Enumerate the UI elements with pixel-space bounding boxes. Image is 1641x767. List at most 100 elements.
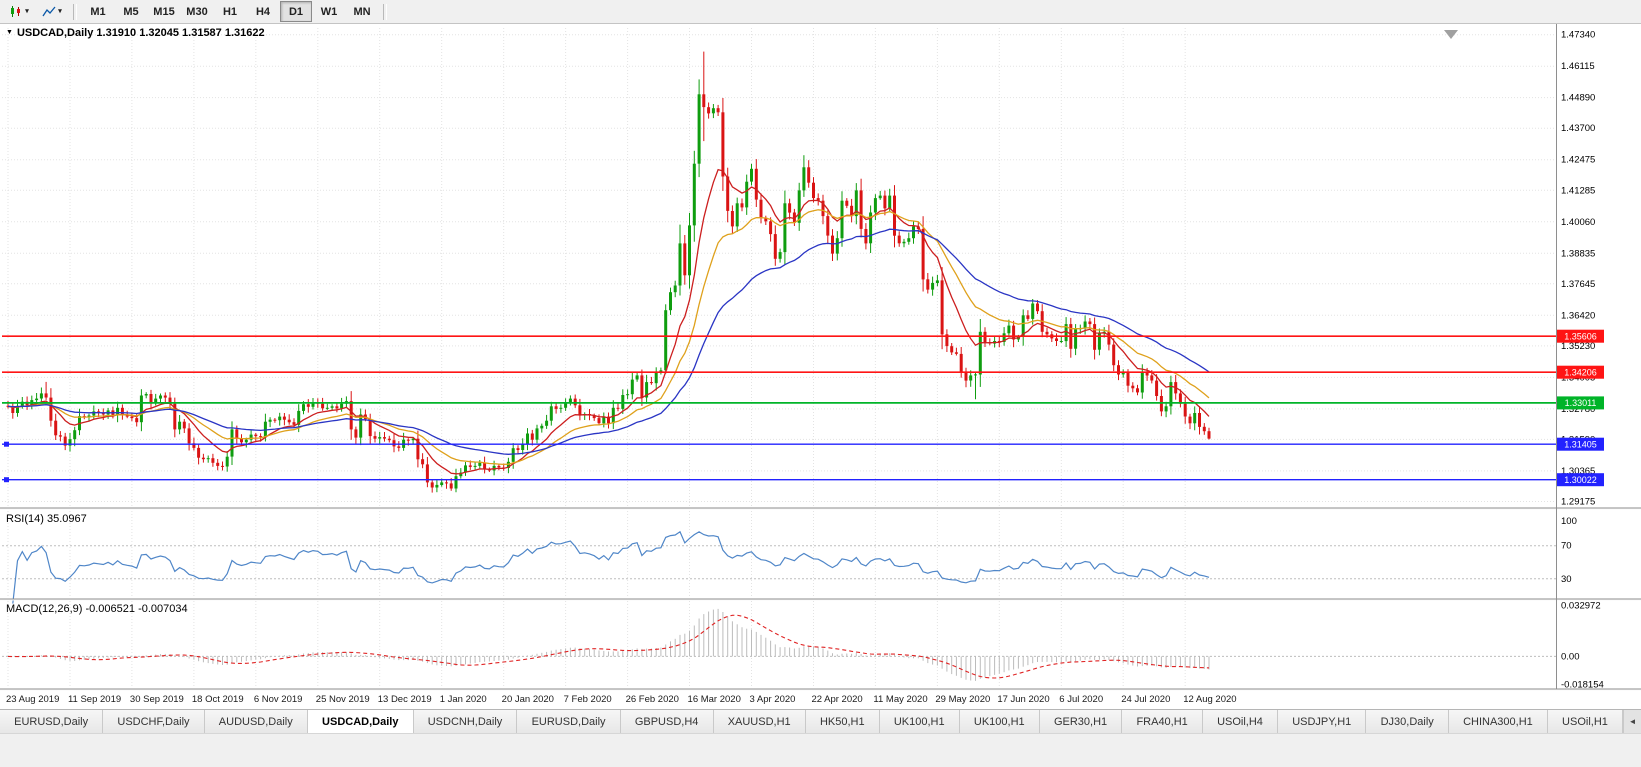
date-tick: 22 Apr 2020 [811, 694, 862, 705]
chart-tab-GBPUSD-H4[interactable]: GBPUSD,H4 [620, 710, 714, 733]
rsi-panel [2, 530, 1556, 604]
line-handle[interactable] [4, 477, 9, 483]
chart-tabs-bar: EURUSD,Daily USDCHF,Daily AUDUSD,Daily USDC… [0, 709, 1641, 733]
line-handle[interactable] [4, 441, 9, 447]
date-tick: 1 Jan 2020 [440, 694, 487, 705]
price-badge-1.33011: 1.33011 [1557, 396, 1604, 410]
chart-tools-button[interactable]: ▾ [36, 1, 68, 22]
toolbar-separator [73, 3, 77, 20]
date-tick: 25 Nov 2019 [316, 694, 370, 705]
macd-panel [2, 608, 1556, 681]
price-tick: 1.42475 [1561, 155, 1595, 166]
macd-signal-line [7, 614, 1210, 679]
chart-tab-EURUSD-Daily[interactable]: EURUSD,Daily [0, 710, 104, 733]
date-tick: 18 Oct 2019 [192, 694, 244, 705]
rsi-tick: 100 [1561, 516, 1577, 527]
chart-tab-USDCHF-Daily[interactable]: USDCHF,Daily [103, 710, 205, 733]
date-tick: 7 Feb 2020 [564, 694, 612, 705]
hline-support-1.30022[interactable] [2, 477, 1556, 483]
date-axis[interactable]: 23 Aug 2019 11 Sep 2019 30 Sep 2019 18 Oct … [6, 694, 1237, 705]
date-tick: 17 Jun 2020 [997, 694, 1049, 705]
chart-tab-CHINA300-H1[interactable]: CHINA300,H1 [1448, 710, 1548, 733]
date-tick: 11 May 2020 [873, 694, 927, 705]
price-tick: 1.40060 [1561, 217, 1595, 228]
rsi-tick: 70 [1561, 541, 1572, 552]
timeframe-M1-button[interactable]: M1 [90, 5, 106, 18]
macd-tick: 0.00 [1561, 651, 1580, 662]
price-tick: 1.35230 [1561, 341, 1595, 352]
tab-scroll-button[interactable]: ◄ [1623, 710, 1641, 733]
date-tick: 20 Jan 2020 [502, 694, 554, 705]
chart-tab-GER30-H1[interactable]: GER30,H1 [1039, 710, 1123, 733]
timeframe-M15-button[interactable]: M15 [153, 5, 175, 18]
date-tick: 6 Jul 2020 [1059, 694, 1103, 705]
price-tick: 1.30365 [1561, 466, 1595, 477]
date-tick: 29 May 2020 [935, 694, 990, 705]
price-axis[interactable]: 1.47340 1.46115 1.44890 1.43700 1.42475 1.412… [1561, 30, 1604, 691]
grid [2, 28, 1556, 688]
price-badge-1.30022: 1.30022 [1557, 473, 1604, 487]
chart-tab-USDCAD-Daily[interactable]: USDCAD,Daily [307, 710, 414, 733]
rsi-line [12, 530, 1210, 604]
timeframe-D1-button[interactable]: D1 [280, 1, 312, 22]
chart-tab-UK100-H1[interactable]: UK100,H1 [959, 710, 1040, 733]
svg-text:1.34206: 1.34206 [1564, 367, 1597, 377]
chart-tab-FRA40-H1[interactable]: FRA40,H1 [1122, 710, 1203, 733]
price-tick: 1.41285 [1561, 185, 1595, 196]
chart-tab-HK50-H1[interactable]: HK50,H1 [805, 710, 880, 733]
caret-down-icon: ▾ [58, 8, 62, 15]
chart-tab-USDCNH-Daily[interactable]: USDCNH,Daily [413, 710, 518, 733]
candlestick-chart-icon [11, 6, 21, 17]
ma-line-42 [7, 228, 1210, 455]
ma-line-10 [7, 168, 1210, 475]
chart-tab-EURUSD-Daily[interactable]: EURUSD,Daily [517, 710, 621, 733]
price-tick: 1.37645 [1561, 279, 1595, 290]
toolbar-separator [383, 3, 387, 20]
chart-shift-marker[interactable] [1444, 30, 1458, 39]
date-tick: 12 Aug 2020 [1183, 694, 1236, 705]
svg-text:1.31405: 1.31405 [1564, 439, 1597, 449]
rsi-tick: 30 [1561, 574, 1572, 585]
price-badge-1.31405: 1.31405 [1557, 437, 1604, 451]
caret-down-icon: ▾ [25, 8, 29, 15]
date-tick: 30 Sep 2019 [130, 694, 184, 705]
timeframe-M30-button[interactable]: M30 [186, 5, 208, 18]
price-tick: 1.29175 [1561, 497, 1595, 508]
panel-separators[interactable] [0, 24, 1641, 691]
timeframe-H4-button[interactable]: H4 [255, 5, 271, 18]
line-chart-icon [42, 6, 56, 17]
price-badge-1.35606: 1.35606 [1557, 329, 1604, 343]
price-chart[interactable]: 1.47340 1.46115 1.44890 1.43700 1.42475 1.412… [0, 24, 1641, 709]
chart-tab-DJ30-Daily[interactable]: DJ30,Daily [1366, 710, 1449, 733]
chart-style-button[interactable]: ▾ [3, 1, 35, 22]
date-tick: 3 Apr 2020 [749, 694, 795, 705]
svg-text:1.30022: 1.30022 [1564, 475, 1597, 485]
ma-line-21 [7, 209, 1210, 466]
macd-tick: -0.018154 [1561, 679, 1604, 690]
price-tick: 1.43700 [1561, 123, 1595, 134]
timeframe-MN-button[interactable]: MN [353, 5, 371, 18]
timeframe-H1-button[interactable]: H1 [222, 5, 238, 18]
moving-averages [7, 168, 1210, 475]
price-tick: 1.46115 [1561, 61, 1595, 72]
timeframe-M5-button[interactable]: M5 [123, 5, 139, 18]
hline-support-1.31405[interactable] [2, 441, 1556, 447]
price-tick: 1.36420 [1561, 310, 1595, 321]
price-tick: 1.47340 [1561, 30, 1595, 41]
chart-tab-USOil-H4[interactable]: USOil,H4 [1202, 710, 1279, 733]
chart-tab-USOil-H1[interactable]: USOil,H1 [1547, 710, 1624, 733]
timeframe-W1-button[interactable]: W1 [320, 5, 338, 18]
date-tick: 24 Jul 2020 [1121, 694, 1170, 705]
date-tick: 11 Sep 2019 [68, 694, 121, 705]
candlestick-series [6, 51, 1211, 493]
toolbar: ▾ ▾ M1 M5 M15 M30 H1 H4 D1 W1 MN [0, 0, 1641, 24]
chart-area[interactable]: 1.47340 1.46115 1.44890 1.43700 1.42475 1.412… [0, 24, 1641, 709]
chart-tab-AUDUSD-Daily[interactable]: AUDUSD,Daily [204, 710, 308, 733]
price-badge-1.34206: 1.34206 [1557, 365, 1604, 379]
date-tick: 6 Nov 2019 [254, 694, 303, 705]
date-tick: 23 Aug 2019 [6, 694, 59, 705]
chart-tab-XAUUSD-H1[interactable]: XAUUSD,H1 [713, 710, 806, 733]
chart-tab-UK100-H1[interactable]: UK100,H1 [879, 710, 960, 733]
chart-tab-USDJPY-H1[interactable]: USDJPY,H1 [1278, 710, 1367, 733]
